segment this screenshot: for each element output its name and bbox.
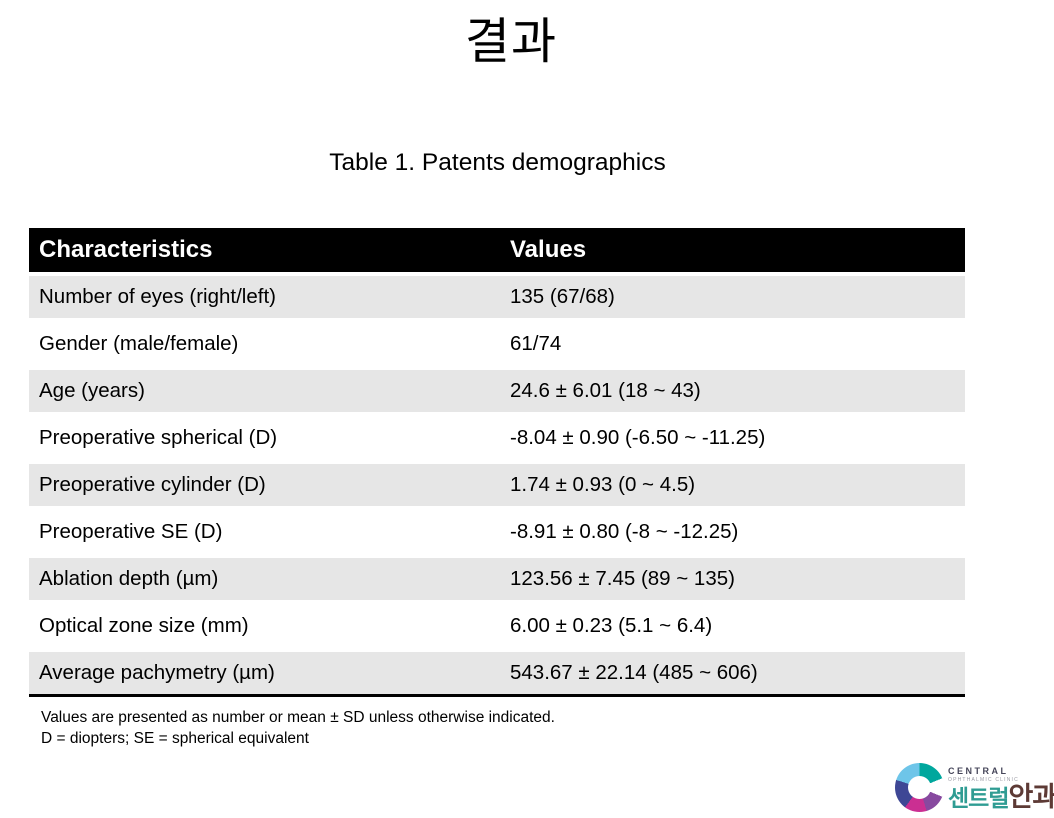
column-header-values: Values xyxy=(500,228,965,276)
central-clinic-c-icon xyxy=(895,763,944,812)
footnote-line-1: Values are presented as number or mean ±… xyxy=(41,709,555,726)
characteristic-cell: Average pachymetry (µm) xyxy=(29,649,500,697)
value-cell: 543.67 ± 22.14 (485 ~ 606) xyxy=(500,649,965,697)
table-header: Characteristics Values xyxy=(29,228,965,276)
clinic-name-korean-part1: 센트럴 xyxy=(948,785,1009,811)
demographics-table: Characteristics Values Number of eyes (r… xyxy=(29,228,965,697)
table-row: Preoperative cylinder (D) 1.74 ± 0.93 (0… xyxy=(29,461,965,511)
value-cell: -8.04 ± 0.90 (-6.50 ~ -11.25) xyxy=(500,414,965,464)
slide-title: 결과 xyxy=(464,15,558,69)
value-cell: 1.74 ± 0.93 (0 ~ 4.5) xyxy=(500,461,965,511)
value-cell: 24.6 ± 6.01 (18 ~ 43) xyxy=(500,367,965,417)
table-row: Preoperative SE (D) -8.91 ± 0.80 (-8 ~ -… xyxy=(29,508,965,558)
value-cell: 135 (67/68) xyxy=(500,274,965,323)
characteristic-cell: Age (years) xyxy=(29,367,500,417)
value-cell: 61/74 xyxy=(500,320,965,370)
table-row: Preoperative spherical (D) -8.04 ± 0.90 … xyxy=(29,414,965,464)
characteristic-cell: Optical zone size (mm) xyxy=(29,602,500,652)
value-cell: 6.00 ± 0.23 (5.1 ~ 6.4) xyxy=(500,602,965,652)
clinic-name-korean: 센트럴안과 xyxy=(948,783,1054,816)
header-row: Characteristics Values xyxy=(29,228,965,276)
table-caption: Table 1. Patents demographics xyxy=(329,149,666,176)
table-row: Age (years) 24.6 ± 6.01 (18 ~ 43) xyxy=(29,367,965,417)
characteristic-cell: Preoperative cylinder (D) xyxy=(29,461,500,511)
characteristic-cell: Preoperative SE (D) xyxy=(29,508,500,558)
clinic-logo: CENTRAL OPHTHALMIC CLINIC 센트럴안과 xyxy=(895,763,1054,816)
table-row: Number of eyes (right/left) 135 (67/68) xyxy=(29,274,965,323)
table-row: Ablation depth (µm) 123.56 ± 7.45 (89 ~ … xyxy=(29,555,965,605)
value-cell: -8.91 ± 0.80 (-8 ~ -12.25) xyxy=(500,508,965,558)
table-footnotes: Values are presented as number or mean ±… xyxy=(41,707,555,749)
clinic-subtitle-english: OPHTHALMIC CLINIC xyxy=(948,777,1019,783)
table-row: Gender (male/female) 61/74 xyxy=(29,320,965,370)
clinic-name-english: CENTRAL xyxy=(948,766,1009,776)
value-cell: 123.56 ± 7.45 (89 ~ 135) xyxy=(500,555,965,605)
table-row: Optical zone size (mm) 6.00 ± 0.23 (5.1 … xyxy=(29,602,965,652)
characteristic-cell: Number of eyes (right/left) xyxy=(29,274,500,323)
table-row: Average pachymetry (µm) 543.67 ± 22.14 (… xyxy=(29,649,965,697)
clinic-logo-text: CENTRAL OPHTHALMIC CLINIC 센트럴안과 xyxy=(948,763,1054,816)
clinic-name-korean-part2: 안과 xyxy=(1008,782,1054,812)
characteristic-cell: Preoperative spherical (D) xyxy=(29,414,500,464)
characteristic-cell: Ablation depth (µm) xyxy=(29,555,500,605)
table-body: Number of eyes (right/left) 135 (67/68) … xyxy=(29,274,965,697)
column-header-characteristics: Characteristics xyxy=(29,228,500,276)
characteristic-cell: Gender (male/female) xyxy=(29,320,500,370)
footnote-line-2: D = diopters; SE = spherical equivalent xyxy=(41,730,309,747)
